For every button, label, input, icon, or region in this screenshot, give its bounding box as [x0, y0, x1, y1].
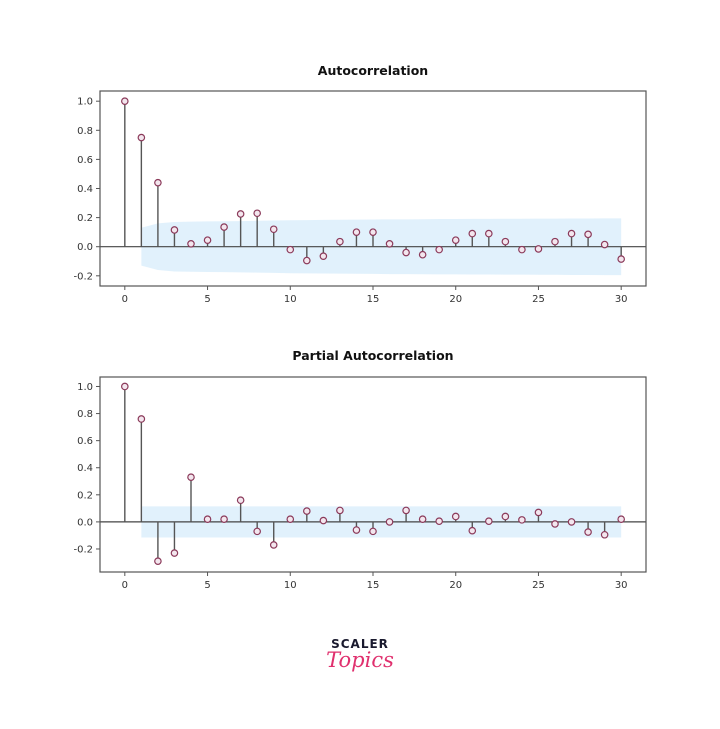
data-point	[584, 230, 592, 239]
data-point	[137, 415, 146, 423]
x-tick-label: 0	[122, 294, 128, 305]
data-point	[567, 229, 576, 238]
data-point	[501, 512, 510, 521]
data-point	[336, 506, 344, 515]
data-point	[418, 250, 427, 259]
data-point	[418, 515, 427, 523]
data-point	[236, 210, 245, 218]
data-point	[303, 507, 311, 515]
x-tick-label: 25	[532, 294, 545, 305]
y-tick-label: -0.2	[73, 544, 93, 555]
data-point	[236, 496, 245, 505]
data-point	[352, 526, 361, 534]
x-tick-label: 0	[122, 580, 128, 591]
data-point	[518, 245, 526, 254]
x-tick-label: 5	[204, 294, 210, 305]
data-point	[137, 133, 146, 142]
data-point	[402, 506, 410, 515]
chart-title: Autocorrelation	[318, 63, 428, 78]
y-tick-label: 0.4	[77, 463, 93, 474]
data-point	[319, 516, 328, 525]
y-tick-label: 0.8	[77, 409, 93, 420]
data-point	[187, 239, 195, 248]
y-tick-label: 0.0	[77, 242, 93, 253]
x-tick-label: 5	[204, 580, 210, 591]
data-point	[269, 541, 278, 549]
data-point	[534, 508, 543, 517]
data-point	[534, 245, 543, 253]
data-point	[551, 237, 559, 246]
data-point	[551, 520, 559, 528]
data-point	[485, 229, 493, 238]
data-point	[485, 517, 493, 526]
data-point	[269, 225, 278, 234]
y-tick-label: 1.0	[77, 382, 93, 393]
data-point	[170, 549, 179, 557]
data-point	[468, 526, 477, 535]
data-point	[600, 240, 609, 249]
chart-title: Partial Autocorrelation	[292, 348, 453, 363]
data-point	[385, 239, 394, 248]
data-point	[154, 178, 162, 187]
y-tick-label: 0.6	[77, 436, 93, 447]
chart-1: Partial Autocorrelation 0 5 10 15 20 25 30 -0.2 0…	[73, 348, 647, 591]
data-point	[253, 527, 261, 536]
data-point	[286, 515, 295, 523]
x-tick-label: 20	[449, 580, 462, 591]
x-tick-label: 10	[284, 580, 297, 591]
data-point	[319, 252, 328, 260]
data-point	[352, 228, 361, 236]
data-point	[435, 245, 443, 254]
data-point	[468, 229, 477, 238]
logo-topics-text: Topics	[326, 648, 394, 672]
data-point	[187, 473, 195, 482]
y-tick-label: 0.0	[77, 517, 93, 528]
y-tick-label: 0.2	[77, 490, 93, 501]
chart-0: Autocorrelation 0 5 10 15 20 25 30 -0.2 0.0 0.2 0.4…	[73, 63, 647, 305]
y-tick-label: 1.0	[77, 97, 93, 108]
data-point	[600, 530, 609, 539]
data-point	[170, 226, 179, 234]
y-tick-label: 0.2	[77, 213, 93, 224]
y-tick-label: 0.8	[77, 126, 93, 137]
x-tick-label: 10	[284, 294, 297, 305]
data-point	[385, 518, 394, 526]
data-point	[286, 245, 295, 254]
data-point	[154, 557, 162, 565]
data-point	[518, 516, 526, 524]
x-tick-label: 20	[449, 294, 462, 305]
data-point	[435, 517, 443, 526]
data-point	[336, 237, 344, 246]
data-point	[451, 512, 460, 521]
data-point	[220, 223, 228, 231]
data-point	[567, 518, 576, 526]
data-point	[253, 209, 261, 218]
data-point	[501, 237, 510, 246]
y-tick-label: -0.2	[73, 271, 93, 282]
data-point	[617, 515, 625, 523]
x-tick-label: 25	[532, 580, 545, 591]
x-tick-label: 30	[615, 294, 628, 305]
data-point	[121, 382, 129, 391]
scaler-topics-logo: SCALER Topics	[320, 637, 400, 672]
x-tick-label: 15	[367, 294, 380, 305]
data-point	[402, 248, 410, 257]
x-tick-label: 15	[367, 580, 380, 591]
data-point	[617, 255, 625, 263]
y-tick-label: 0.6	[77, 155, 93, 166]
data-point	[369, 228, 377, 236]
data-point	[303, 256, 311, 265]
data-point	[451, 236, 460, 244]
y-tick-label: 0.4	[77, 184, 93, 195]
logo-scaler-text: SCALER	[331, 637, 389, 651]
data-point	[220, 515, 228, 523]
axes-frame	[99, 376, 647, 573]
data-point	[203, 515, 212, 523]
x-tick-label: 30	[615, 580, 628, 591]
data-point	[203, 236, 212, 244]
data-point	[369, 527, 377, 536]
data-point	[121, 97, 129, 105]
data-point	[584, 528, 592, 536]
